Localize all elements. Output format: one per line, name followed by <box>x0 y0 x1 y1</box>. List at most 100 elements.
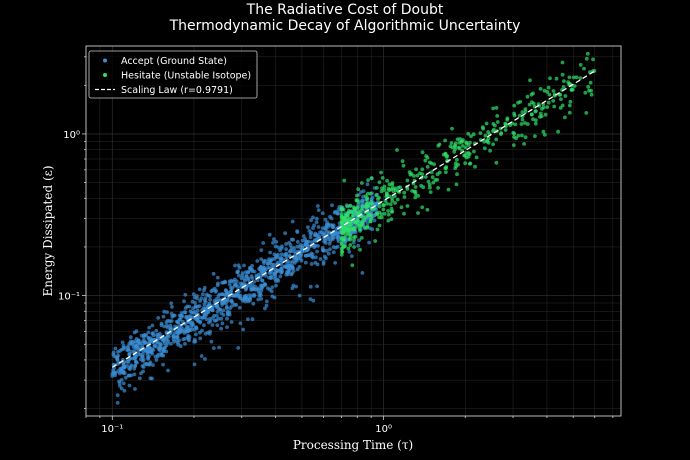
hesitate-point <box>551 89 556 93</box>
accept-point <box>223 293 228 298</box>
accept-point <box>113 370 118 375</box>
hesitate-point <box>588 80 593 85</box>
accept-point <box>311 255 315 260</box>
hesitate-point <box>366 213 371 218</box>
hesitate-point <box>382 203 386 208</box>
hesitate-point <box>390 186 395 191</box>
hesitate-point <box>529 92 534 97</box>
hesitate-point <box>485 139 490 144</box>
hesitate-point <box>355 218 360 223</box>
hesitate-point <box>402 190 407 195</box>
hesitate-point <box>578 63 583 67</box>
hesitate-point <box>520 110 525 115</box>
accept-point <box>182 299 186 304</box>
accept-point <box>244 293 249 298</box>
accept-point <box>155 332 159 337</box>
hesitate-point <box>389 210 394 214</box>
accept-point <box>212 346 216 350</box>
hesitate-point <box>523 109 528 114</box>
accept-point <box>266 261 271 266</box>
accept-point <box>127 383 132 388</box>
hesitate-point <box>512 111 516 116</box>
hesitate-point <box>375 186 379 190</box>
hesitate-point <box>402 195 407 199</box>
legend-label-accept: Accept (Ground State) <box>121 56 227 67</box>
accept-point <box>176 331 181 335</box>
hesitate-point <box>513 122 518 127</box>
hesitate-point <box>517 113 522 118</box>
hesitate-point <box>356 187 361 192</box>
hesitate-point <box>536 102 541 106</box>
accept-point <box>260 269 264 274</box>
hesitate-point <box>352 238 356 242</box>
accept-point <box>210 316 215 320</box>
accept-point <box>229 289 233 294</box>
accept-point <box>279 252 284 257</box>
hesitate-point <box>455 157 459 162</box>
accept-point <box>162 309 167 314</box>
hesitate-point <box>412 174 416 178</box>
hesitate-point <box>548 76 552 81</box>
hesitate-point <box>368 191 373 196</box>
hesitate-point <box>461 138 465 142</box>
hesitate-point <box>393 201 397 205</box>
accept-point <box>252 279 257 284</box>
hesitate-point <box>339 252 344 257</box>
accept-point <box>143 340 148 345</box>
hesitate-point <box>355 193 359 198</box>
hesitate-point <box>460 144 465 148</box>
accept-point <box>283 231 287 236</box>
accept-point <box>327 231 332 236</box>
accept-point <box>347 249 352 254</box>
accept-point <box>219 326 224 331</box>
accept-point <box>202 323 206 328</box>
hesitate-point <box>414 167 418 172</box>
accept-point <box>234 292 239 297</box>
hesitate-point <box>552 104 557 109</box>
accept-point <box>215 309 220 314</box>
hesitate-point <box>348 203 353 208</box>
hesitate-point <box>349 222 353 227</box>
accept-point <box>198 336 203 341</box>
accept-point <box>121 344 126 348</box>
accept-point <box>240 298 245 303</box>
accept-point <box>285 261 290 266</box>
accept-point <box>250 276 255 281</box>
accept-point <box>297 293 302 298</box>
accept-point <box>331 250 336 255</box>
accept-point <box>274 253 279 258</box>
hesitate-point <box>466 143 471 148</box>
accept-point <box>311 215 315 220</box>
axis-ticks <box>82 56 614 420</box>
accept-point <box>169 311 174 316</box>
accept-point <box>115 357 120 362</box>
hesitate-point <box>520 133 524 138</box>
hesitate-point <box>420 167 425 172</box>
hesitate-point <box>374 211 379 216</box>
accept-point <box>177 338 182 343</box>
accept-point <box>216 316 221 321</box>
accept-point <box>157 348 162 353</box>
accept-point <box>308 235 313 240</box>
accept-point <box>161 314 166 319</box>
hesitate-point <box>357 209 362 213</box>
fit-line-layer <box>111 70 596 368</box>
accept-point <box>118 371 122 376</box>
hesitate-point <box>494 160 499 165</box>
accept-point <box>232 303 237 307</box>
accept-point <box>295 267 300 272</box>
accept-point <box>219 292 224 297</box>
hesitate-point <box>466 131 471 136</box>
accept-point <box>208 294 212 299</box>
hesitate-point <box>527 102 532 107</box>
accept-point <box>226 298 230 303</box>
accept-point <box>172 339 177 344</box>
hesitate-point <box>571 75 576 80</box>
accept-point <box>349 254 354 258</box>
accept-point <box>122 388 127 393</box>
accept-point <box>168 319 172 324</box>
hesitate-point <box>339 212 344 216</box>
legend-label-fit: Scaling Law (r=0.9791) <box>121 85 233 96</box>
hesitate-point <box>352 245 356 249</box>
hesitate-point <box>420 150 425 155</box>
